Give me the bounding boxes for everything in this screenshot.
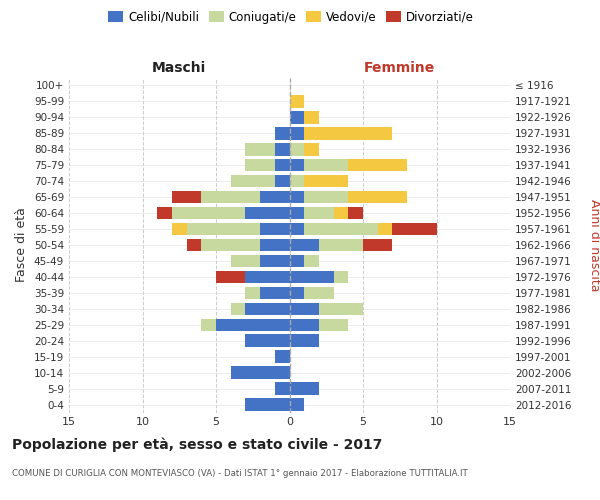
Bar xyxy=(290,111,304,124)
Bar xyxy=(245,270,290,283)
Bar xyxy=(304,111,319,124)
Bar xyxy=(202,191,260,203)
Bar xyxy=(290,318,319,331)
Bar xyxy=(319,302,363,315)
Text: Popolazione per età, sesso e stato civile - 2017: Popolazione per età, sesso e stato civil… xyxy=(12,438,382,452)
Bar xyxy=(290,382,319,395)
Bar xyxy=(290,286,304,299)
Bar xyxy=(290,207,304,220)
Bar xyxy=(290,175,304,188)
Y-axis label: Anni di nascita: Anni di nascita xyxy=(588,198,600,291)
Text: Femmine: Femmine xyxy=(364,61,436,75)
Bar xyxy=(172,223,187,235)
Bar xyxy=(216,318,290,331)
Bar xyxy=(245,143,275,156)
Bar xyxy=(245,286,260,299)
Bar xyxy=(304,143,319,156)
Bar xyxy=(216,270,245,283)
Text: COMUNE DI CURIGLIA CON MONTEVIASCO (VA) - Dati ISTAT 1° gennaio 2017 - Elaborazi: COMUNE DI CURIGLIA CON MONTEVIASCO (VA) … xyxy=(12,469,468,478)
Bar xyxy=(348,159,407,172)
Bar xyxy=(260,254,290,267)
Bar xyxy=(378,223,392,235)
Legend: Celibi/Nubili, Coniugati/e, Vedovi/e, Divorziati/e: Celibi/Nubili, Coniugati/e, Vedovi/e, Di… xyxy=(103,6,479,28)
Bar xyxy=(245,159,275,172)
Text: Maschi: Maschi xyxy=(152,61,206,75)
Bar xyxy=(275,143,290,156)
Bar xyxy=(275,382,290,395)
Bar xyxy=(304,207,334,220)
Bar xyxy=(290,191,304,203)
Bar xyxy=(392,223,437,235)
Bar xyxy=(290,270,334,283)
Bar xyxy=(187,223,260,235)
Bar xyxy=(260,286,290,299)
Bar xyxy=(363,239,392,251)
Bar xyxy=(275,350,290,363)
Bar xyxy=(304,159,348,172)
Bar xyxy=(290,302,319,315)
Bar xyxy=(245,334,290,347)
Y-axis label: Fasce di età: Fasce di età xyxy=(16,208,28,282)
Bar xyxy=(304,254,319,267)
Bar xyxy=(304,175,348,188)
Bar xyxy=(334,207,348,220)
Bar xyxy=(245,302,290,315)
Bar xyxy=(202,318,216,331)
Bar xyxy=(290,223,304,235)
Bar xyxy=(348,191,407,203)
Bar xyxy=(231,175,275,188)
Bar xyxy=(290,239,319,251)
Bar xyxy=(304,223,378,235)
Bar xyxy=(290,127,304,140)
Bar xyxy=(290,143,304,156)
Bar xyxy=(319,318,348,331)
Bar xyxy=(304,191,348,203)
Bar xyxy=(334,270,348,283)
Bar xyxy=(245,207,290,220)
Bar xyxy=(202,239,260,251)
Bar xyxy=(275,127,290,140)
Bar xyxy=(187,239,202,251)
Bar xyxy=(157,207,172,220)
Bar xyxy=(304,127,392,140)
Bar xyxy=(245,398,290,410)
Bar xyxy=(172,207,245,220)
Bar xyxy=(290,254,304,267)
Bar xyxy=(348,207,363,220)
Bar xyxy=(260,191,290,203)
Bar xyxy=(260,223,290,235)
Bar xyxy=(231,302,245,315)
Bar xyxy=(260,239,290,251)
Bar xyxy=(275,159,290,172)
Bar xyxy=(231,254,260,267)
Bar xyxy=(230,366,290,379)
Bar xyxy=(304,286,334,299)
Bar xyxy=(290,398,304,410)
Bar xyxy=(290,159,304,172)
Bar xyxy=(275,175,290,188)
Bar xyxy=(172,191,202,203)
Bar xyxy=(290,334,319,347)
Bar xyxy=(290,95,304,108)
Bar xyxy=(319,239,363,251)
